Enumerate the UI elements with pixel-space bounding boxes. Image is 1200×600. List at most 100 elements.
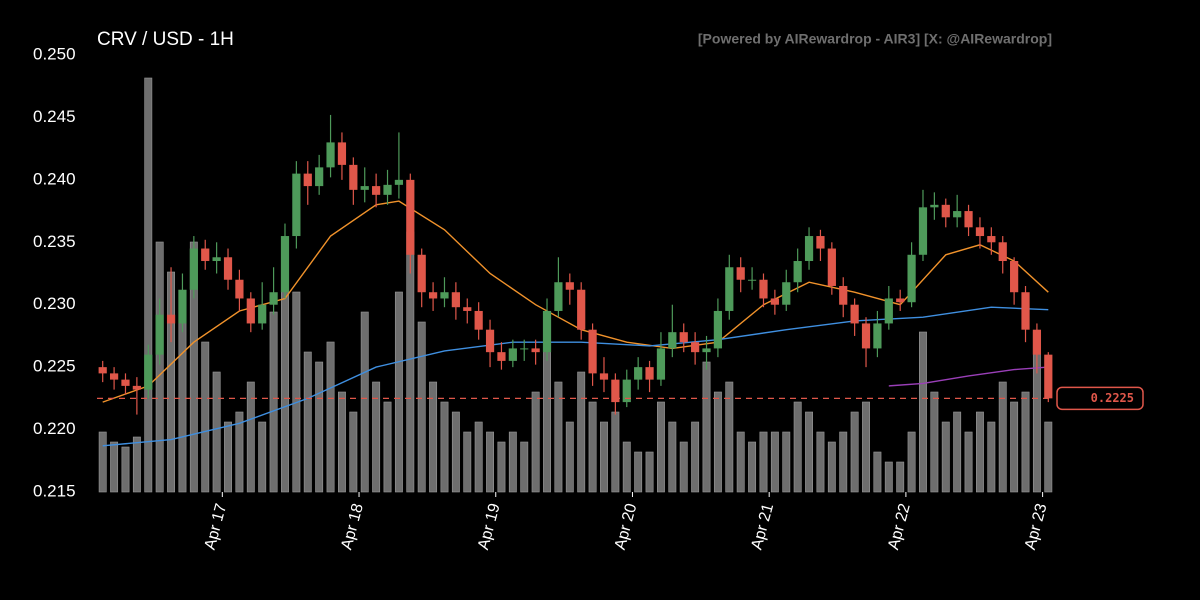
y-tick-label: 0.230 (33, 294, 76, 313)
volume-bar (657, 401, 665, 493)
volume-bar (691, 421, 700, 493)
volume-bar (839, 431, 848, 493)
y-tick-label: 0.215 (33, 481, 76, 500)
candle-body (896, 298, 905, 303)
candle-body (337, 142, 347, 165)
candle-body (440, 292, 449, 299)
volume-bar (429, 381, 438, 493)
volume-bar (349, 411, 358, 493)
volume-bar (736, 431, 745, 493)
volume-bar (474, 421, 483, 493)
moving-average (888, 366, 1049, 387)
candle-body (269, 292, 278, 305)
volume-bar (679, 441, 688, 493)
candle-body (497, 352, 506, 361)
volume-bar (565, 421, 574, 493)
volume-bar (269, 311, 278, 493)
volume-bar (508, 431, 517, 493)
volume-bar (383, 401, 392, 493)
candle-body (451, 292, 460, 308)
candle-body (474, 310, 483, 330)
candle-body (873, 323, 882, 349)
volume-bar (1044, 421, 1053, 493)
volume-bar (440, 401, 449, 493)
candle-body (827, 248, 836, 286)
candle-body (360, 186, 369, 190)
volume-bar (520, 441, 529, 493)
volume-bar (998, 381, 1007, 493)
axes-layer (221, 492, 1044, 497)
y-tick-label: 0.240 (33, 169, 76, 188)
volume-bar (315, 361, 324, 493)
candle-body (326, 142, 335, 168)
volume-bar (600, 421, 608, 493)
volume-bar (144, 77, 153, 493)
candle-body (679, 332, 688, 343)
candle-body (770, 298, 779, 305)
candle-body (485, 329, 495, 353)
candle-body (520, 348, 529, 350)
volume-bar (554, 381, 563, 493)
volume-bar (964, 431, 973, 493)
candle-body (839, 285, 848, 305)
candle-body (713, 310, 723, 349)
volume-bar (987, 421, 996, 493)
candle-body (372, 186, 381, 195)
candle-body (223, 257, 233, 280)
candle-body (702, 348, 711, 353)
volume-bar (372, 381, 381, 493)
candle-body (463, 307, 472, 311)
candle-body (155, 314, 164, 355)
candle-body (804, 236, 814, 262)
volume-bar (622, 441, 631, 493)
candle-body (189, 248, 198, 290)
volume-bar (634, 451, 643, 493)
candle-body (987, 236, 996, 243)
y-tick-label: 0.245 (33, 107, 76, 126)
candle-body (565, 282, 574, 290)
candle-body (861, 323, 871, 349)
candle-body (258, 304, 267, 324)
volume-bar (782, 431, 791, 493)
watermark: [Powered by AIRewardrop - AIR3] [X: @AIR… (698, 31, 1052, 47)
volume-bar (1010, 401, 1019, 493)
candle-body (747, 279, 757, 281)
candle-body (406, 179, 415, 255)
volume-bar (292, 291, 301, 493)
volume-bar (919, 331, 927, 493)
y-tick-label: 0.225 (33, 357, 76, 376)
candle-body (508, 348, 517, 361)
volume-bar (907, 431, 916, 493)
volume-bar (360, 311, 369, 493)
y-tick-label: 0.235 (33, 232, 76, 251)
candle-body (953, 211, 962, 218)
candle-body (166, 314, 176, 324)
candle-body (303, 173, 312, 187)
volume-bar (224, 421, 232, 493)
volume-bar (577, 371, 586, 493)
candle-body (964, 211, 973, 228)
volume-bar (873, 451, 882, 493)
volume-bar (645, 451, 654, 493)
candle-body (941, 204, 950, 218)
candle-body (816, 236, 825, 249)
candle-body (930, 204, 939, 208)
volume-bar (611, 411, 620, 493)
volume-bar (976, 411, 984, 493)
volume-layer (98, 77, 1053, 493)
candle-body (144, 354, 153, 390)
candle-body (998, 242, 1007, 262)
volume-bar (702, 361, 711, 493)
candle-body (759, 279, 768, 299)
volume-bar (121, 446, 130, 493)
candle-body (98, 367, 107, 374)
volume-bar (326, 341, 335, 493)
last-price-label: 0.2225 (1091, 391, 1134, 405)
volume-bar (246, 381, 255, 493)
volume-bar (1021, 391, 1030, 493)
volume-bar (805, 411, 813, 493)
candle-body (531, 348, 540, 353)
candle-body (656, 348, 666, 380)
volume-bar (862, 401, 870, 493)
